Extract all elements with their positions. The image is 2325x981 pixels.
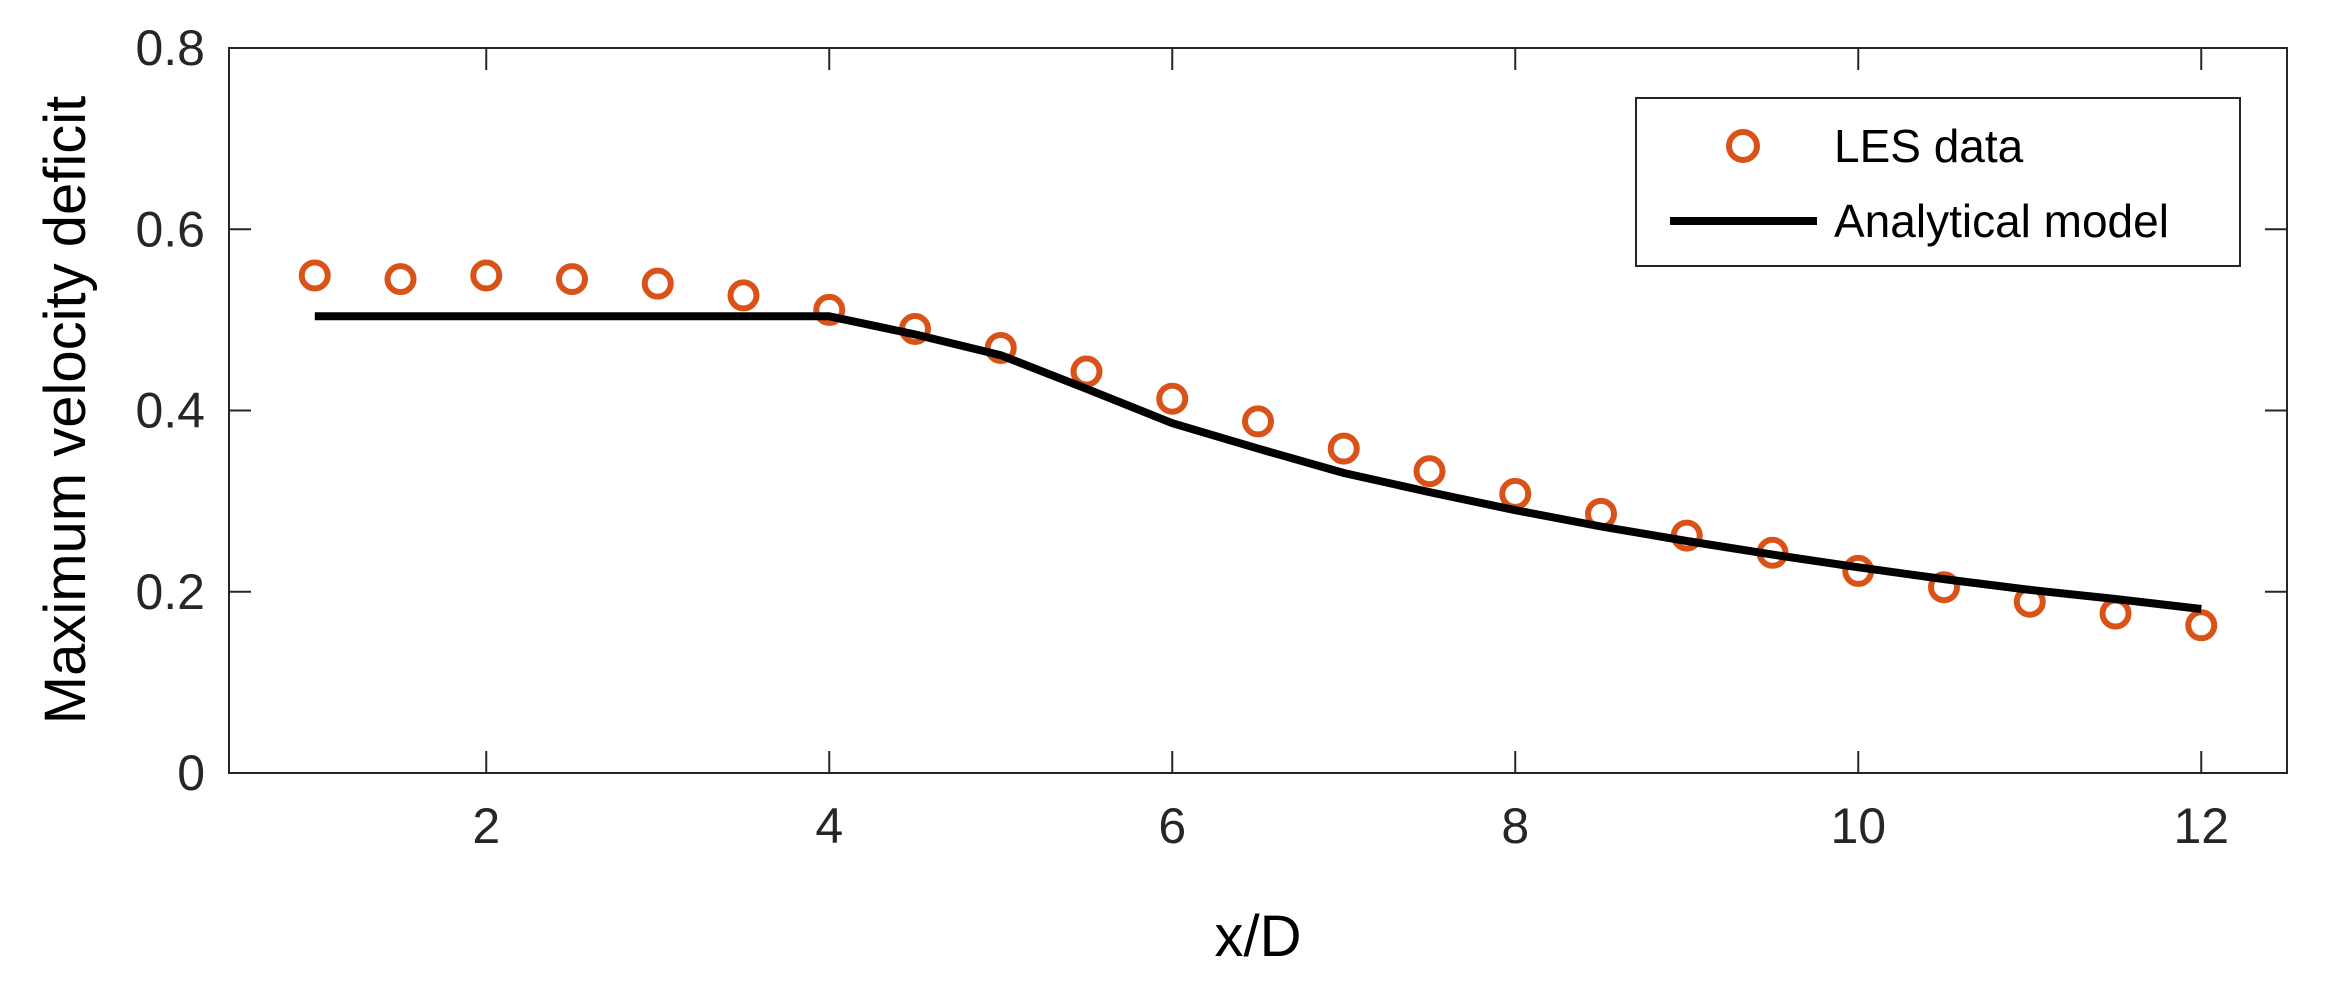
- x-tick-label: 4: [815, 798, 843, 854]
- y-tick-label: 0.6: [135, 201, 205, 257]
- data-point-les-data: [727, 279, 760, 312]
- x-tick-label: 6: [1158, 798, 1186, 854]
- plot-series: [298, 259, 2218, 642]
- data-point-les-data: [298, 259, 331, 292]
- data-point-les-data: [1413, 455, 1446, 488]
- x-axis-title: x/D: [1215, 904, 1302, 969]
- data-point-les-data: [1070, 355, 1103, 388]
- data-point-les-data: [470, 259, 503, 292]
- data-point-les-data: [641, 267, 674, 300]
- x-tick-label: 10: [1830, 798, 1886, 854]
- x-tick-label: 12: [2173, 798, 2229, 854]
- legend-label-analytical-model: Analytical model: [1834, 195, 2169, 247]
- data-point-les-data: [1327, 432, 1360, 465]
- legend: LES data Analytical model: [1635, 97, 2241, 267]
- data-point-les-data: [1928, 571, 1960, 604]
- data-point-les-data: [1242, 405, 1274, 438]
- data-point-les-data: [2099, 597, 2132, 630]
- y-tick-label: 0.4: [135, 383, 205, 439]
- data-point-les-data: [2185, 609, 2218, 642]
- data-point-les-data: [813, 293, 846, 326]
- axes: [228, 47, 2288, 774]
- tick-labels: 2 4 6 8 10 12 0 0.2 0.4 0.6 0.8: [135, 20, 2229, 854]
- data-point-les-data: [384, 263, 417, 296]
- data-point-les-data: [1499, 477, 1532, 510]
- y-tick-label: 0.2: [135, 564, 205, 620]
- legend-box: [1635, 97, 2241, 267]
- series-line-analytical-model: [314, 312, 2202, 613]
- data-point-les-data: [1156, 382, 1189, 415]
- legend-marker-les-data: [1726, 129, 1760, 163]
- legend-label-les-data: LES data: [1834, 120, 2024, 172]
- y-axis-title: Maximum velocity deficit: [33, 96, 98, 724]
- data-point-les-data: [556, 263, 588, 296]
- x-tick-label: 2: [472, 798, 500, 854]
- y-tick-label: 0: [177, 745, 205, 801]
- y-tick-label: 0.8: [135, 20, 205, 76]
- x-tick-label: 8: [1501, 798, 1529, 854]
